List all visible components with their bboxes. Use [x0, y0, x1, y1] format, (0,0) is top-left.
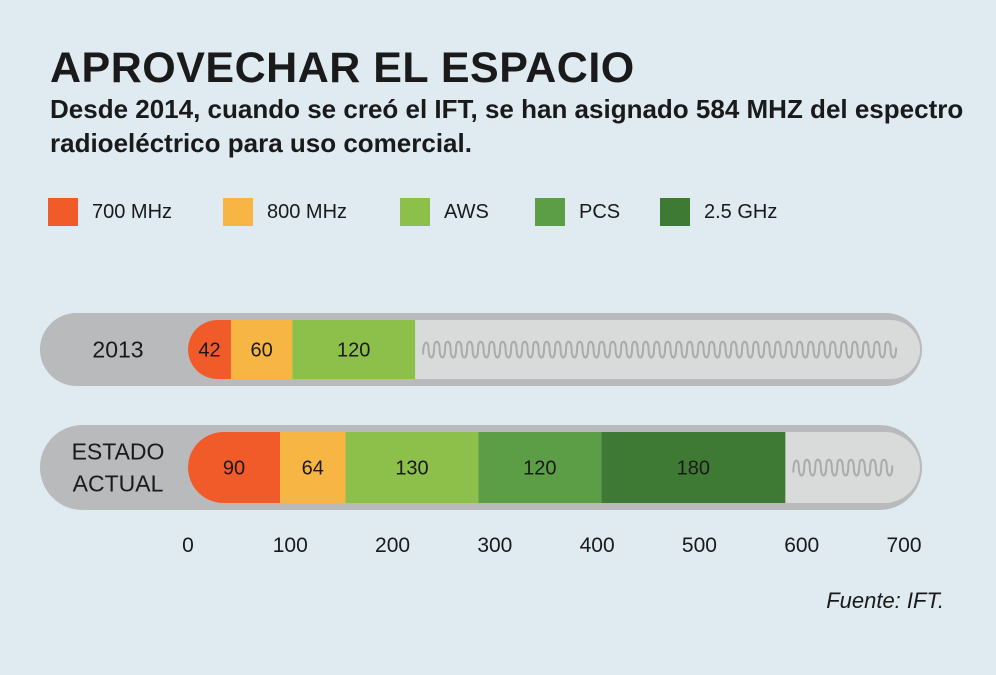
bar-segment-2-5-ghz-estado-actual	[601, 432, 786, 503]
category-label-estado-actual-line-0: ESTADO	[72, 439, 165, 465]
data-label-700-mhz-2013: 42	[198, 340, 220, 362]
x-tick-label-200: 200	[375, 534, 410, 557]
data-label-aws-estado-actual: 130	[395, 458, 428, 480]
legend-label-2-5ghz: 2.5 GHz	[704, 200, 778, 223]
bar-segment-800-mhz-2013	[230, 320, 293, 379]
x-tick-label-600: 600	[784, 534, 819, 557]
legend-label-700mhz: 700 MHz	[92, 200, 173, 223]
legend-swatch-pcs	[535, 198, 565, 226]
legend-item-pcs: PCS	[535, 198, 620, 226]
bar-segment-800-mhz-estado-actual	[280, 432, 346, 503]
bar-segment-pcs-estado-actual	[478, 432, 602, 503]
x-tick-label-300: 300	[477, 534, 512, 557]
x-tick-label-0: 0	[182, 534, 194, 557]
bar-segment-aws-estado-actual	[345, 432, 479, 503]
legend-swatch-800mhz	[223, 198, 253, 226]
category-label-2013: 2013	[92, 337, 143, 363]
x-tick-label-100: 100	[273, 534, 308, 557]
legend-item-aws: AWS	[400, 198, 489, 226]
chart-title: APROVECHAR EL ESPACIO	[50, 44, 635, 92]
data-label-700-mhz-estado-actual: 90	[223, 458, 245, 480]
legend-item-2-5ghz: 2.5 GHz	[660, 198, 777, 226]
data-label-800-mhz-2013: 60	[251, 340, 273, 362]
legend-swatch-aws	[400, 198, 430, 226]
legend-swatch-700mhz	[48, 198, 78, 226]
chart-subtitle: Desde 2014, cuando se creó el IFT, se ha…	[50, 94, 964, 158]
category-label-estado-actual-line-1: ACTUAL	[73, 471, 164, 497]
data-label-pcs-estado-actual: 120	[523, 458, 556, 480]
x-tick-label-400: 400	[580, 534, 615, 557]
bar-segment-700-mhz-estado-actual	[188, 432, 281, 503]
legend-label-aws: AWS	[444, 200, 489, 223]
data-label-800-mhz-estado-actual: 64	[302, 458, 324, 480]
legend-swatch-2-5ghz	[660, 198, 690, 226]
legend-label-800mhz: 800 MHz	[267, 200, 348, 223]
legend-item-700mhz: 700 MHz	[48, 198, 172, 226]
legend-item-800mhz: 800 MHz	[223, 198, 347, 226]
x-tick-label-700: 700	[886, 534, 921, 557]
bar-segment-aws-2013	[292, 320, 416, 379]
spectrum-wave-0	[422, 340, 898, 359]
data-label-2-5-ghz-estado-actual: 180	[677, 458, 710, 480]
spectrum-wave-1	[792, 458, 894, 477]
legend-label-pcs: PCS	[579, 200, 621, 223]
x-tick-label-500: 500	[682, 534, 717, 557]
source-note: Fuente: IFT.	[826, 588, 944, 613]
data-label-aws-2013: 120	[337, 340, 370, 362]
